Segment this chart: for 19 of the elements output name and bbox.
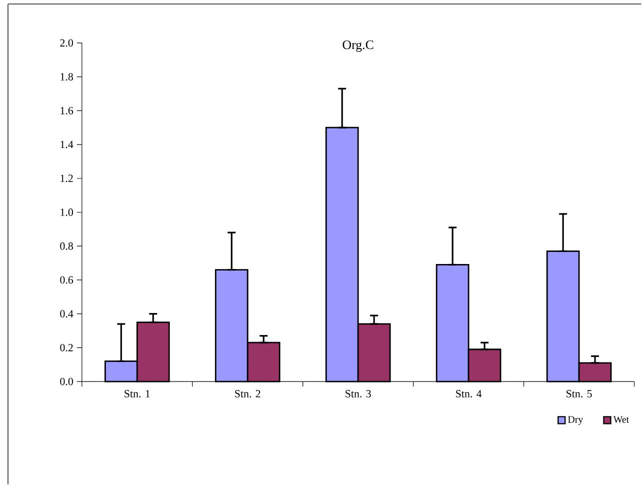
y-tick-label: 0.2 xyxy=(60,344,73,352)
y-tick-label: 1.4 xyxy=(60,140,74,148)
y-tick-label: 2.0 xyxy=(60,39,73,46)
y-tick-label: 1.6 xyxy=(60,106,74,114)
x-tick-label: Stn. 4 xyxy=(456,390,482,398)
x-tick-label: Stn. 1 xyxy=(124,390,150,398)
x-tick-label: Stn. 2 xyxy=(235,390,260,398)
x-tick-label: Stn. 3 xyxy=(346,390,371,398)
legend-label: Dry xyxy=(568,416,584,425)
y-tick-label: 0.6 xyxy=(60,276,74,284)
y-tick-label: 1.0 xyxy=(60,208,73,216)
y-tick-label: 0.0 xyxy=(60,378,73,386)
y-tick-label: 1.8 xyxy=(60,72,73,80)
y-tick-label: 0.4 xyxy=(60,310,74,318)
chart-title: Org.C xyxy=(342,40,374,52)
x-tick-label: Stn. 5 xyxy=(566,390,592,398)
y-tick-label: 1.2 xyxy=(60,174,73,182)
y-tick-label: 0.8 xyxy=(60,242,73,250)
legend-label: Wet xyxy=(613,416,630,423)
